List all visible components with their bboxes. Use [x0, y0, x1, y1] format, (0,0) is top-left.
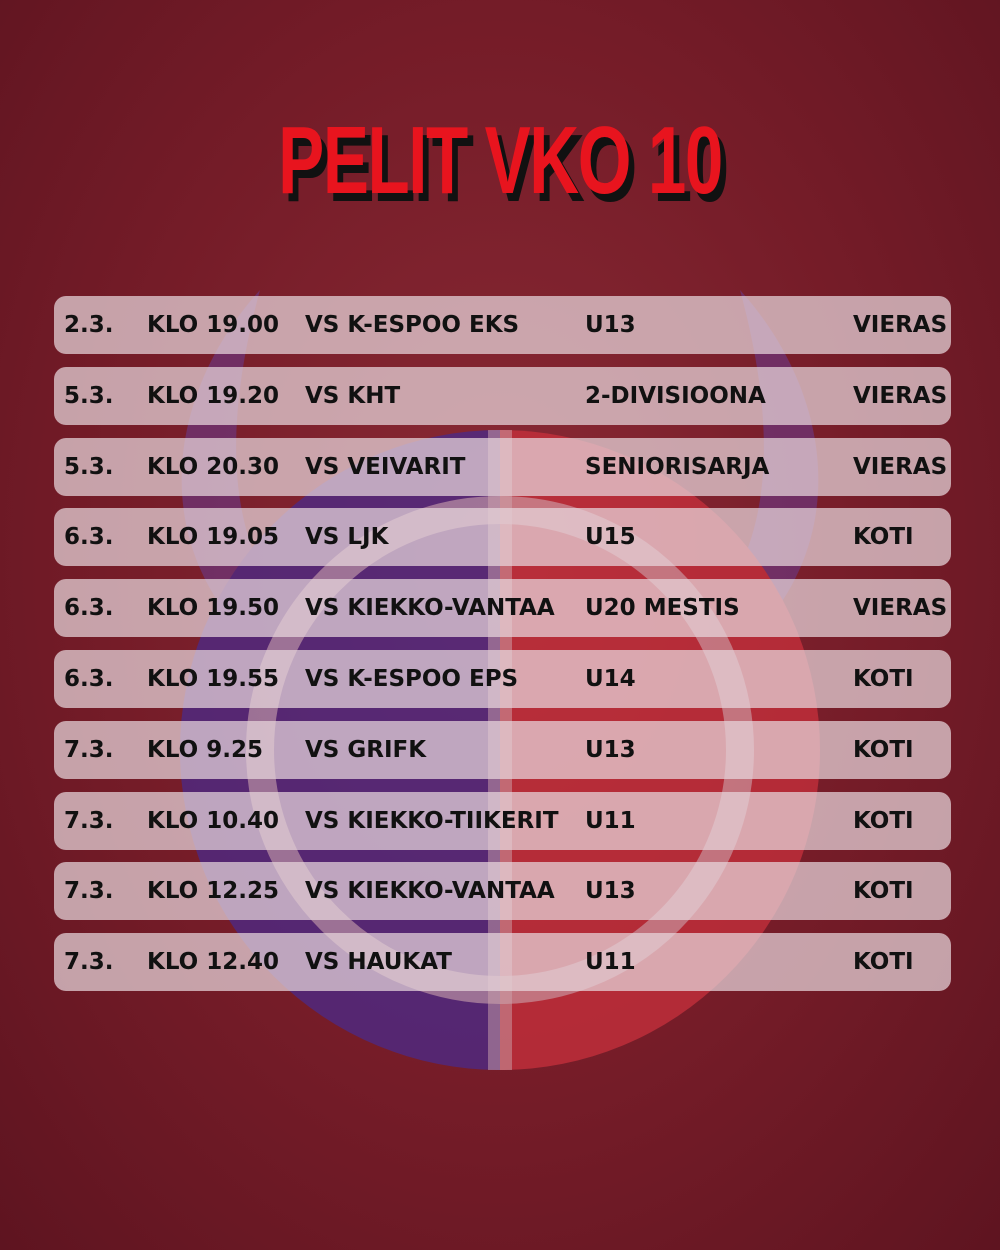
game-date: 7.3.: [64, 949, 114, 976]
game-time: KLO 19.20: [147, 382, 279, 409]
game-date: 7.3.: [64, 736, 114, 763]
game-row: 7.3. KLO 12.40 VS HAUKAT U11 KOTI: [54, 933, 951, 992]
game-time: KLO 20.30: [147, 453, 279, 480]
game-location: VIERAS: [853, 382, 948, 409]
game-opponent: VS KIEKKO-TIIKERIT: [305, 807, 559, 834]
game-date: 7.3.: [64, 807, 114, 834]
game-series: U15: [585, 524, 636, 551]
game-opponent: VS LJK: [305, 524, 389, 551]
game-opponent: VS K-ESPOO EKS: [305, 312, 520, 338]
game-time: KLO 12.40: [147, 949, 279, 976]
game-row: 7.3. KLO 10.40 VS KIEKKO-TIIKERIT U11 KOTI: [54, 791, 951, 850]
game-row: 7.3. KLO 9.25 VS GRIFK U13 KOTI: [54, 720, 951, 779]
game-series: SENIORISARJA: [585, 453, 770, 480]
game-series: 2-DIVISIOONA: [585, 382, 766, 409]
game-time: KLO 19.55: [147, 666, 279, 692]
game-row: 5.3. KLO 20.30 VS VEIVARIT SENIORISARJA VIER…: [54, 437, 951, 496]
game-time: KLO 19.05: [147, 524, 279, 551]
game-opponent: VS KHT: [305, 382, 401, 409]
game-row: 6.3. KLO 19.05 VS LJK U15 KOTI: [54, 508, 951, 567]
game-series: U14: [585, 666, 636, 692]
game-series: U13: [585, 878, 636, 905]
game-time: KLO 12.25: [147, 878, 279, 905]
game-opponent: VS K-ESPOO EPS: [305, 666, 519, 692]
game-row: 5.3. KLO 19.20 VS KHT 2-DIVISIOONA VIERAS: [54, 366, 951, 425]
game-row: 7.3. KLO 12.25 VS KIEKKO-VANTAA U13 KOTI: [54, 862, 951, 921]
game-location: KOTI: [853, 949, 914, 976]
game-location: KOTI: [853, 524, 914, 551]
game-row: 6.3. KLO 19.50 VS KIEKKO-VANTAA U20 MESTIS V…: [54, 579, 951, 638]
game-series: U11: [585, 807, 636, 834]
game-opponent: VS VEIVARIT: [305, 453, 466, 480]
game-date: 5.3.: [64, 453, 114, 480]
game-opponent: VS KIEKKO-VANTAA: [305, 878, 555, 905]
game-location: KOTI: [853, 878, 914, 905]
game-opponent: VS GRIFK: [305, 736, 427, 763]
game-time: KLO 19.50: [147, 595, 279, 622]
game-date: 2.3.: [64, 312, 114, 338]
game-row: 2.3. KLO 19.00 VS K-ESPOO EKS U13 VIERAS: [54, 296, 951, 354]
game-date: 6.3.: [64, 595, 114, 622]
game-row: 6.3. KLO 19.55 VS K-ESPOO EPS U14 KOTI: [54, 650, 951, 708]
game-date: 7.3.: [64, 878, 114, 905]
game-date: 5.3.: [64, 382, 114, 409]
game-location: KOTI: [853, 666, 914, 692]
game-series: U13: [585, 736, 636, 763]
game-time: KLO 9.25: [147, 736, 263, 763]
game-series: U20 MESTIS: [585, 595, 740, 622]
game-location: KOTI: [853, 736, 914, 763]
game-time: KLO 19.00: [147, 312, 279, 338]
game-series: U13: [585, 312, 636, 338]
game-location: KOTI: [853, 807, 914, 834]
game-location: VIERAS: [853, 595, 948, 622]
game-series: U11: [585, 949, 636, 976]
game-opponent: VS KIEKKO-VANTAA: [305, 595, 555, 622]
game-opponent: VS HAUKAT: [305, 949, 452, 976]
game-location: VIERAS: [853, 453, 948, 480]
game-date: 6.3.: [64, 524, 114, 551]
game-date: 6.3.: [64, 666, 114, 692]
page-title: PELIT VKO 10: [278, 107, 723, 214]
game-location: VIERAS: [853, 312, 948, 338]
game-time: KLO 10.40: [147, 807, 279, 834]
